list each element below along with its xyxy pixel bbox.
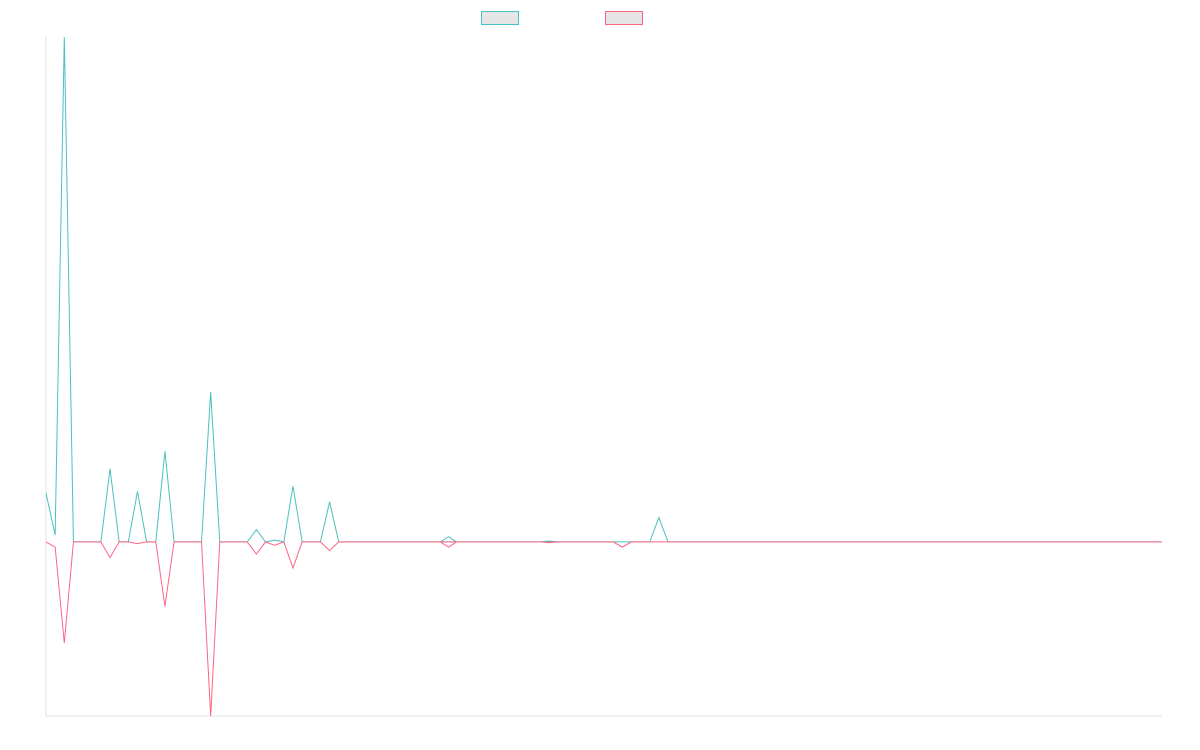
chart-legend — [0, 9, 1200, 27]
chart-axes — [45, 37, 1162, 717]
legend-swatch-series-2 — [605, 11, 643, 25]
series-1-small-peak — [440, 536, 457, 543]
series-line-1[interactable] — [45, 36, 1162, 543]
series-2-small-peak — [440, 541, 457, 548]
legend-item-series-1[interactable] — [481, 9, 525, 27]
series-1-small-peak — [541, 540, 558, 543]
legend-item-series-2[interactable] — [605, 9, 649, 27]
series-line-2[interactable] — [45, 541, 1162, 717]
series-2-small-peak — [541, 541, 558, 544]
series-layer — [45, 36, 1162, 717]
legend-swatch-series-1 — [481, 11, 519, 25]
